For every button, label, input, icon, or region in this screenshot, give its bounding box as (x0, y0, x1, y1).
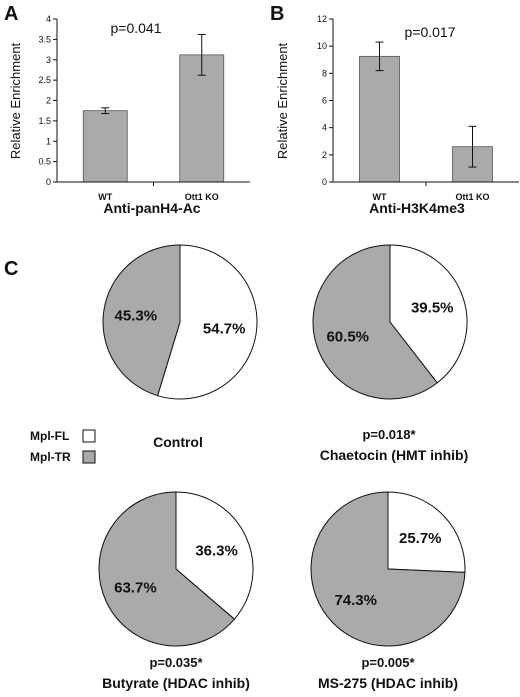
pie-slice-fl (175, 491, 254, 620)
y-tick-label-b: 12 (317, 14, 327, 24)
pie-slice-fl (387, 491, 466, 573)
bars-b (359, 41, 493, 183)
y-ticks-a: 0 0.5 1 1.5 2 2.5 3 3.5 4 (38, 14, 57, 187)
category-label-a-1: WT (98, 192, 112, 202)
bar-a-2 (179, 54, 225, 183)
y-tick-label-a: 3 (46, 55, 51, 65)
y-tick-label-b: 6 (322, 96, 327, 106)
pie-slices-chaetocin (312, 244, 468, 400)
pie-chart-chaetocin: 39.5% 60.5% p=0.018* Chaetocin (HMT inhib… (312, 244, 469, 463)
bar-b-1 (359, 55, 400, 183)
legend-swatch-tr (82, 450, 96, 464)
y-tick-label-b: 2 (322, 150, 327, 160)
bars-a (82, 33, 225, 183)
pie-slices-ms275 (310, 491, 466, 647)
y-tick-label-b: 0 (322, 177, 327, 187)
pie-slice-fl (156, 244, 258, 400)
bar-chart-a: 0 0.5 1 1.5 2 2.5 3 3.5 4 WT Ott1 KO Relative Enr… (8, 14, 250, 216)
pie-pvalue-butyrate: p=0.035* (149, 655, 203, 670)
pie-label-tr: 63.7% (114, 580, 157, 597)
pie-label-fl: 25.7% (399, 530, 442, 547)
pie-slice-tr (102, 244, 181, 397)
pie-slice-fl (389, 244, 468, 384)
legend: Mpl-FL Mpl-TR (30, 429, 96, 464)
category-label-b-2: Ott1 KO (455, 192, 489, 202)
pie-title-ms275: MS-275 (HDAC inhib) (318, 675, 458, 691)
legend-swatch-fl (82, 429, 96, 443)
bar-a-1 (82, 110, 128, 183)
pie-chart-control: 54.7% 45.3% Control (102, 244, 258, 450)
pie-labels-chaetocin: 39.5% 60.5% (326, 300, 453, 346)
y-axis-label-a: Relative Enrichment (8, 42, 23, 159)
pie-label-tr: 45.3% (115, 307, 158, 324)
y-axis-label-b: Relative Enrichment (275, 42, 290, 159)
y-tick-label-a: 0.5 (38, 157, 51, 167)
panel-letter-a: A (4, 3, 18, 25)
x-axis-title-b: Anti-H3K4me3 (369, 200, 465, 216)
pie-slice-tr (312, 244, 438, 400)
y-tick-label-a: 3.5 (38, 34, 51, 44)
pie-slice-tr (98, 491, 236, 647)
p-value-b: p=0.017 (405, 24, 456, 40)
y-tick-label-b: 10 (317, 41, 327, 51)
pie-label-fl: 39.5% (411, 300, 454, 317)
pie-labels-butyrate: 36.3% 63.7% (114, 542, 238, 596)
pie-title-chaetocin: Chaetocin (HMT inhib) (320, 447, 469, 463)
category-label-a-2: Ott1 KO (185, 192, 219, 202)
y-tick-label-a: 1 (46, 136, 51, 146)
pie-title-control: Control (153, 434, 203, 450)
pie-label-tr: 74.3% (334, 592, 377, 609)
panel-letter-b: B (270, 3, 284, 25)
pie-label-fl: 54.7% (203, 321, 246, 338)
pie-labels-ms275: 25.7% 74.3% (334, 530, 441, 609)
y-tick-label-a: 2.5 (38, 75, 51, 85)
pie-pvalue-chaetocin: p=0.018* (362, 427, 416, 442)
axes-a: WT Ott1 KO (56, 19, 250, 202)
pie-slice-tr (310, 491, 466, 647)
axes-b: WT Ott1 KO (332, 19, 519, 202)
legend-label-tr: Mpl-TR (30, 450, 71, 464)
y-tick-label-b: 4 (322, 123, 327, 133)
pie-chart-butyrate: 36.3% 63.7% p=0.035* Butyrate (HDAC inhib… (98, 491, 254, 691)
category-label-b-1: WT (373, 192, 387, 202)
panel-letter-c: C (4, 258, 18, 280)
y-tick-label-a: 2 (46, 96, 51, 106)
pie-title-butyrate: Butyrate (HDAC inhib) (102, 675, 250, 691)
pie-label-fl: 36.3% (195, 542, 238, 559)
y-ticks-b: 0 2 4 6 8 10 12 (317, 14, 333, 187)
pie-chart-ms275: 25.7% 74.3% p=0.005* MS-275 (HDAC inhib) (310, 491, 466, 691)
pie-label-tr: 60.5% (326, 328, 369, 345)
pie-slices-butyrate (98, 491, 254, 647)
x-axis-title-a: Anti-panH4-Ac (103, 200, 200, 216)
y-tick-label-a: 0 (46, 177, 51, 187)
pie-pvalue-ms275: p=0.005* (361, 655, 415, 670)
y-tick-label-b: 8 (322, 68, 327, 78)
pie-labels-control: 54.7% 45.3% (115, 307, 246, 337)
y-tick-label-a: 1.5 (38, 116, 51, 126)
y-tick-label-a: 4 (46, 14, 51, 24)
legend-label-fl: Mpl-FL (30, 429, 69, 443)
pie-slices-control (102, 244, 258, 400)
p-value-a: p=0.041 (111, 20, 162, 36)
